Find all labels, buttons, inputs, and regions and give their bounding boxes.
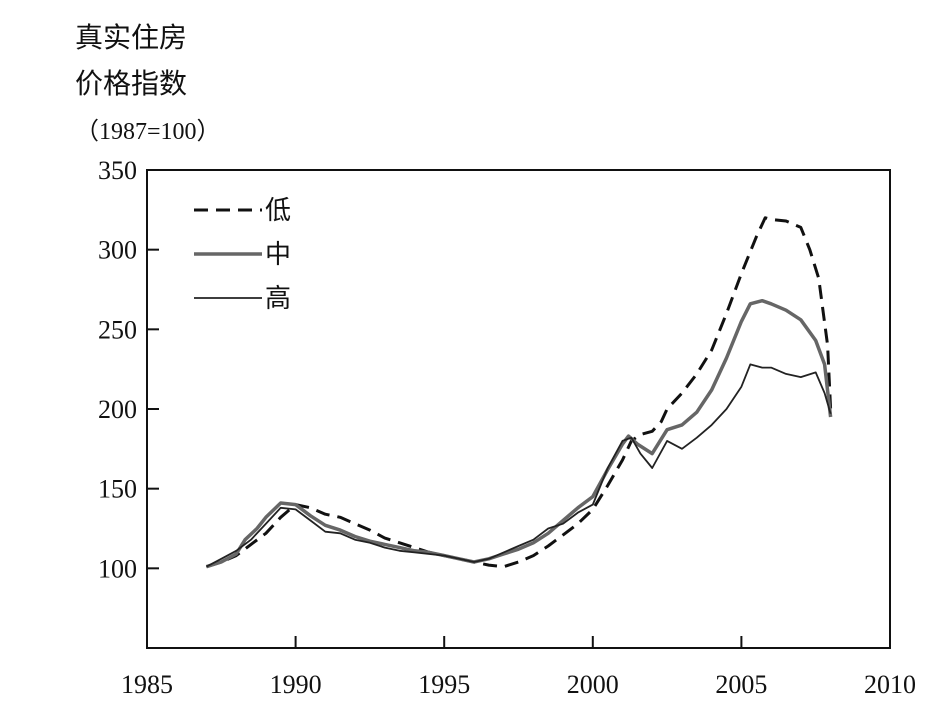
series-line-高 — [205, 363, 832, 568]
x-tick-label: 1995 — [418, 670, 470, 699]
y-tick-label: 100 — [98, 554, 137, 583]
series-line-中 — [205, 298, 833, 569]
series-lines — [205, 216, 833, 569]
x-tick-label: 2010 — [864, 670, 916, 699]
y-tick-label: 200 — [98, 395, 137, 424]
y-axis-title-line-1: 真实住房 — [75, 21, 188, 54]
x-tick-label: 2005 — [715, 670, 767, 699]
y-tick-label: 300 — [98, 236, 137, 265]
legend-label: 高 — [265, 284, 291, 314]
series-line-低 — [205, 216, 833, 569]
x-tick-label: 2000 — [567, 670, 619, 699]
legend: 低中高 — [194, 196, 291, 314]
x-tick-label: 1990 — [270, 670, 322, 699]
y-tick-label: 250 — [98, 315, 137, 344]
y-axis-title-line-3: （1987=100） — [75, 119, 221, 145]
plot-area-frame — [146, 169, 891, 649]
y-axis-title-line-2: 价格指数 — [75, 67, 188, 100]
y-tick-label: 150 — [98, 475, 137, 504]
legend-label: 低 — [265, 196, 291, 226]
legend-label: 中 — [265, 240, 291, 270]
y-tick-label: 350 — [98, 156, 137, 185]
axes: 1985 1990 1995 2000 2005 2010 100 150 200 250 300 3… — [98, 156, 916, 699]
x-tick-label: 1985 — [121, 670, 173, 699]
